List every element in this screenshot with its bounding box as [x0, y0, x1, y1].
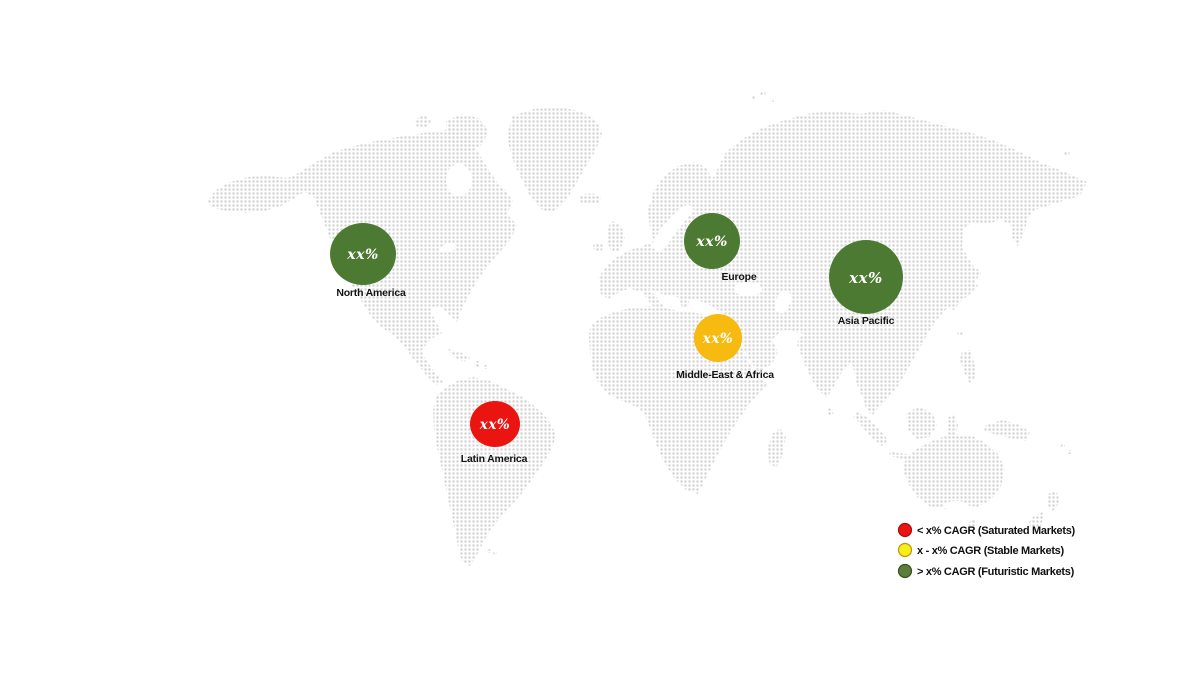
landmass-sulawesi — [946, 414, 958, 439]
asia-pacific-value: xx% — [848, 269, 883, 287]
europe-label: Europe — [722, 271, 757, 283]
middle-east-africa-bubble[interactable] — [694, 314, 742, 362]
landmass-iceland — [579, 193, 601, 205]
landmass-arctic-island — [414, 115, 432, 128]
landmass-hokkaido — [973, 269, 981, 277]
landmass-taiwan — [957, 330, 963, 336]
landmass-baffin-island — [446, 114, 488, 153]
hudson-bay-cutout — [446, 164, 472, 196]
landmass-tasmania — [969, 520, 977, 528]
north-america-value: xx% — [346, 247, 379, 263]
landmass-arctic-isle-1 — [960, 152, 966, 158]
landmass-cuba — [448, 349, 470, 362]
landmass-south-america — [433, 377, 556, 566]
legend-item-saturated: < x% CAGR (Saturated Markets) — [897, 522, 1076, 538]
region-markers: xx% North America xx% Europe xx% Asia Pa… — [330, 213, 903, 465]
landmass-greenland — [507, 107, 602, 212]
latin-america-bubble[interactable] — [470, 401, 520, 447]
landmass-sri-lanka — [826, 408, 834, 416]
north-america-label: North America — [336, 287, 406, 299]
landmass-pacific-isle-2 — [1068, 450, 1072, 454]
landmass-italy — [642, 288, 663, 311]
landmass-madagascar — [768, 428, 786, 468]
legend: < x% CAGR (Saturated Markets) x - x% CAG… — [897, 522, 1076, 579]
legend-label-futuristic: > x% CAGR (Futuristic Markets) — [917, 566, 1075, 578]
asia-pacific-label: Asia Pacific — [838, 315, 895, 327]
asia-pacific-bubble[interactable] — [829, 240, 903, 314]
middle-east-africa-label: Middle-East & Africa — [676, 369, 774, 381]
landmass-svalbard-2 — [760, 91, 766, 97]
world-map-landmass — [207, 91, 1087, 566]
landmass-new-guinea — [984, 420, 1030, 441]
north-america-bubble[interactable] — [330, 223, 396, 285]
middle-east-africa-value: xx% — [702, 331, 733, 347]
latin-america-value: xx% — [479, 417, 510, 433]
landmass-greece — [678, 294, 690, 309]
region-marker-asia-pacific: xx% Asia Pacific — [829, 240, 903, 327]
legend-dot-saturated — [897, 522, 913, 538]
landmass-pacific-isle-1 — [1061, 444, 1065, 448]
region-marker-latin-america: xx% Latin America — [461, 401, 528, 465]
legend-dot-futuristic — [897, 563, 913, 579]
legend-item-futuristic: > x% CAGR (Futuristic Markets) — [897, 563, 1075, 579]
baltic-sea-cutout — [652, 204, 694, 252]
great-bight-cutout — [944, 501, 968, 511]
europe-bubble[interactable] — [684, 213, 740, 269]
landmass-japan — [948, 280, 978, 310]
region-marker-middle-east-africa: xx% Middle-East & Africa — [676, 314, 774, 381]
landmass-ireland — [593, 242, 603, 252]
legend-dot-stable — [897, 542, 913, 558]
region-marker-europe: xx% Europe — [684, 213, 757, 283]
great-lakes-cutout — [439, 243, 457, 253]
landmass-australia — [903, 434, 1005, 509]
landmass-puerto-rico — [484, 365, 488, 369]
landmass-svalbard-3 — [770, 98, 774, 102]
landmass-sumatra — [853, 412, 888, 446]
landmass-svalbard-1 — [750, 94, 756, 100]
landmass-falklands-1 — [487, 549, 491, 553]
landmass-philippines — [960, 350, 976, 384]
latin-america-label: Latin America — [461, 453, 528, 465]
water-cutouts — [439, 164, 968, 511]
legend-item-stable: x - x% CAGR (Stable Markets) — [897, 542, 1065, 558]
landmass-falklands-2 — [493, 551, 497, 555]
landmass-borneo — [906, 407, 937, 439]
landmass-hispaniola — [474, 361, 480, 367]
landmass-arctic-isle-2 — [987, 150, 993, 156]
landmass-great-britain — [607, 221, 625, 252]
legend-label-stable: x - x% CAGR (Stable Markets) — [917, 545, 1064, 557]
landmass-new-zealand-north — [1046, 490, 1060, 511]
legend-label-saturated: < x% CAGR (Saturated Markets) — [917, 525, 1076, 537]
europe-value: xx% — [695, 234, 728, 250]
black-sea-cutout — [734, 282, 762, 296]
landmass-wrangel — [1064, 150, 1070, 156]
region-marker-north-america: xx% North America — [330, 223, 406, 299]
landmass-new-zealand-south — [1029, 511, 1045, 531]
persian-gulf-cutout — [788, 332, 802, 344]
caspian-sea-cutout — [775, 290, 791, 314]
